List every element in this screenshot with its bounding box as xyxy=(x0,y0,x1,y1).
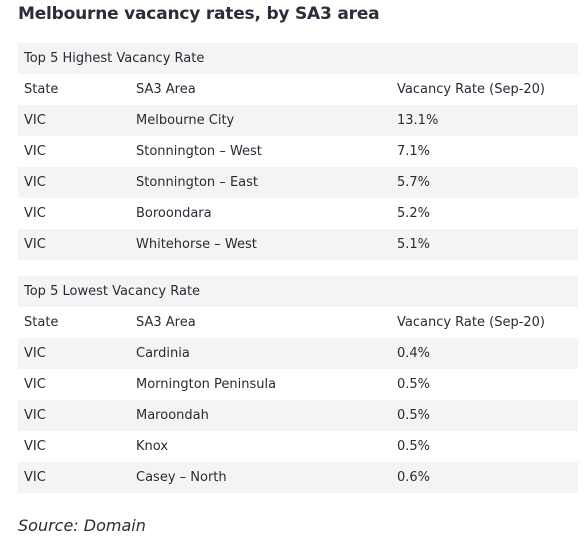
cell-state: VIC xyxy=(24,408,46,423)
cell-area: Melbourne City xyxy=(136,113,235,128)
column-header-rate: Vacancy Rate (Sep-20) xyxy=(397,82,545,97)
column-header-rate: Vacancy Rate (Sep-20) xyxy=(397,315,545,330)
cell-rate: 7.1% xyxy=(397,144,431,159)
table-row: VIC Stonnington – East 5.7% xyxy=(18,167,578,198)
column-header-state: State xyxy=(24,82,59,97)
cell-rate: 0.4% xyxy=(397,346,431,361)
table-row: VIC Cardinia 0.4% xyxy=(18,338,578,369)
column-header-state: State xyxy=(24,315,59,330)
cell-rate: 0.5% xyxy=(397,408,431,423)
cell-area: Mornington Peninsula xyxy=(136,377,277,392)
cell-rate: 0.5% xyxy=(397,439,431,454)
page-title: Melbourne vacancy rates, by SA3 area xyxy=(18,4,380,24)
table-row: VIC Knox 0.5% xyxy=(18,431,578,462)
cell-rate: 13.1% xyxy=(397,113,439,128)
cell-area: Knox xyxy=(136,439,169,454)
cell-rate: 0.5% xyxy=(397,377,431,392)
cell-area: Maroondah xyxy=(136,408,209,423)
cell-area: Boroondara xyxy=(136,206,212,221)
cell-rate: 5.7% xyxy=(397,175,431,190)
table-row: VIC Stonnington – West 7.1% xyxy=(18,136,578,167)
cell-state: VIC xyxy=(24,175,46,190)
cell-area: Whitehorse – West xyxy=(136,237,257,252)
table-row: VIC Boroondara 5.2% xyxy=(18,198,578,229)
table-row: VIC Whitehorse – West 5.1% xyxy=(18,229,578,260)
section-title-row: Top 5 Lowest Vacancy Rate xyxy=(18,276,578,307)
header-row: State SA3 Area Vacancy Rate (Sep-20) xyxy=(18,74,578,105)
header-row: State SA3 Area Vacancy Rate (Sep-20) xyxy=(18,307,578,338)
section-title: Top 5 Highest Vacancy Rate xyxy=(24,51,205,66)
table-row: VIC Maroondah 0.5% xyxy=(18,400,578,431)
cell-area: Casey – North xyxy=(136,470,227,485)
cell-state: VIC xyxy=(24,144,46,159)
source-caption: Source: Domain xyxy=(18,516,146,535)
cell-rate: 0.6% xyxy=(397,470,431,485)
column-header-area: SA3 Area xyxy=(136,315,196,330)
cell-state: VIC xyxy=(24,377,46,392)
highest-vacancy-table: Top 5 Highest Vacancy Rate State SA3 Are… xyxy=(18,43,578,260)
cell-rate: 5.2% xyxy=(397,206,431,221)
cell-state: VIC xyxy=(24,113,46,128)
cell-state: VIC xyxy=(24,470,46,485)
cell-state: VIC xyxy=(24,346,46,361)
cell-area: Cardinia xyxy=(136,346,190,361)
section-title: Top 5 Lowest Vacancy Rate xyxy=(24,284,201,299)
cell-state: VIC xyxy=(24,439,46,454)
cell-area: Stonnington – West xyxy=(136,144,262,159)
lowest-vacancy-table: Top 5 Lowest Vacancy Rate State SA3 Area… xyxy=(18,276,578,493)
cell-state: VIC xyxy=(24,237,46,252)
section-title-row: Top 5 Highest Vacancy Rate xyxy=(18,43,578,74)
table-row: VIC Mornington Peninsula 0.5% xyxy=(18,369,578,400)
table-row: VIC Casey – North 0.6% xyxy=(18,462,578,493)
cell-state: VIC xyxy=(24,206,46,221)
cell-rate: 5.1% xyxy=(397,237,431,252)
cell-area: Stonnington – East xyxy=(136,175,258,190)
table-row: VIC Melbourne City 13.1% xyxy=(18,105,578,136)
column-header-area: SA3 Area xyxy=(136,82,196,97)
